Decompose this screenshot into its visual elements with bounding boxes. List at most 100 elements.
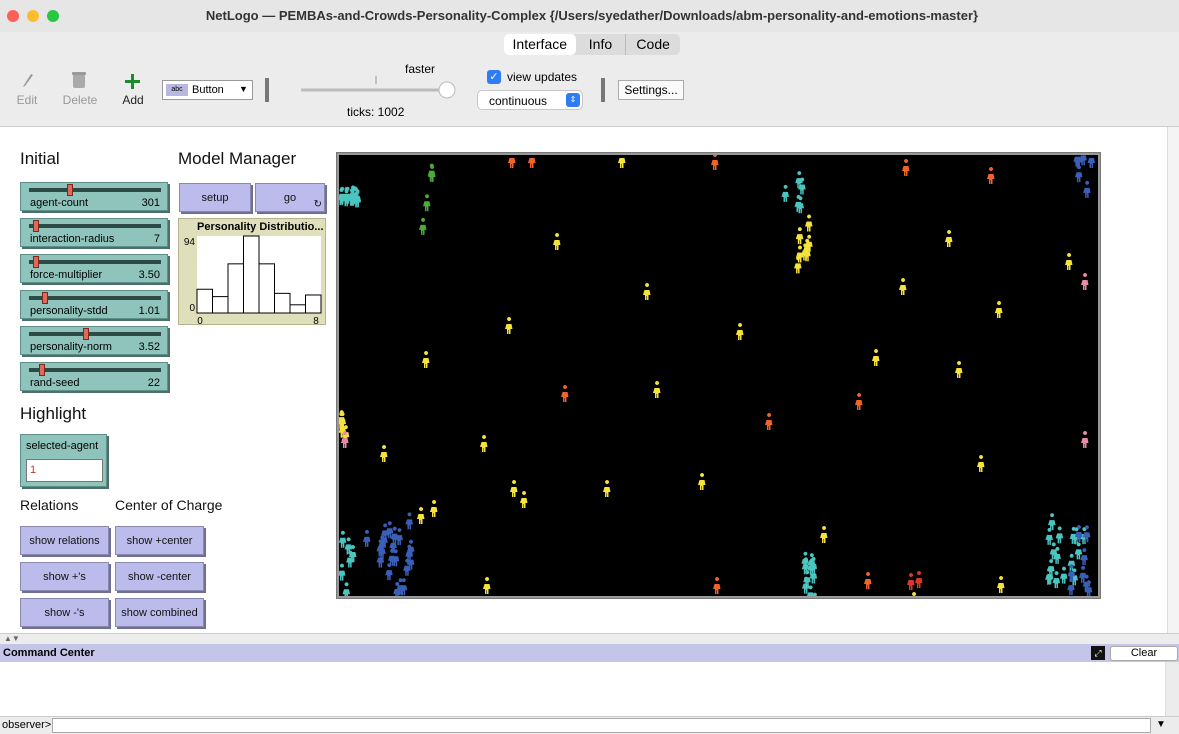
settings-button[interactable]: Settings... [618,80,684,100]
turtle [520,491,528,508]
turtle [348,545,357,563]
delete-icon [73,74,85,88]
tab[interactable]: Code [636,36,670,52]
turtle [803,570,811,588]
histogram: 94 00 8 [184,235,322,326]
turtle [380,445,388,462]
turtle [483,577,491,594]
slider-track [29,260,161,264]
edit-label[interactable]: Edit [16,93,38,107]
turtle [339,563,346,581]
turtle [955,361,963,378]
histogram-bar [227,263,244,314]
command-input[interactable] [52,718,1151,733]
turtle [801,243,809,261]
action-button[interactable]: show relations [20,526,109,555]
go-button[interactable]: go ↻ [255,183,325,212]
dropdown-stepper: ⇕ [566,93,580,107]
turtle [389,536,397,554]
add-label[interactable]: Add [122,93,144,107]
slider-track [29,368,161,372]
split-divider[interactable]: ▲▼ [0,633,1179,643]
turtle [995,301,1003,318]
setup-button[interactable]: setup [179,183,251,212]
turtle [907,573,915,590]
turtle [343,186,352,204]
turtle [422,194,431,212]
observer-prompt: observer> [2,719,52,731]
turtle [1067,578,1075,596]
update-mode: continuous [489,94,548,108]
clear-button[interactable]: Clear [1110,646,1178,661]
turtle [430,500,438,517]
speed-thumb[interactable] [438,81,456,99]
slider-thumb[interactable] [83,328,90,340]
turtle [1045,527,1053,545]
section-title: Initial [20,149,60,168]
tab[interactable]: Interface [504,34,576,55]
action-button[interactable]: show combined [115,598,204,627]
slider-thumb[interactable] [41,292,48,304]
turtle [405,512,413,530]
button-icon: abc [166,84,188,96]
turtle [872,349,880,366]
turtle [795,171,803,189]
turtle [417,507,425,524]
turtle [403,558,411,576]
turtle [899,278,907,295]
slider-name: personality-stdd [30,305,108,317]
separator [601,78,605,102]
turtle [1081,273,1089,290]
slider-thumb[interactable] [32,220,39,232]
slider-thumb[interactable] [32,256,39,268]
turtle [391,549,400,567]
turtle [341,431,349,448]
action-button[interactable]: show -'s [20,598,109,627]
close[interactable] [7,10,19,22]
tab[interactable]: Info [576,34,627,55]
delete-label[interactable]: Delete [62,93,98,107]
traffic-lights [7,10,59,22]
turtle [711,155,719,170]
scrollbar[interactable] [1167,127,1179,634]
slider-name: rand-seed [30,377,80,389]
turtle [795,227,804,245]
histogram-bar [289,304,306,314]
section-title: Model Manager [178,149,297,168]
slider-thumb[interactable] [39,364,46,376]
turtle [1080,548,1088,566]
action-button[interactable]: show +'s [20,562,109,591]
turtle [1079,155,1087,166]
action-button[interactable]: show -center [115,562,204,591]
minimize[interactable] [27,10,39,22]
slider: agent-count 301 [20,182,168,211]
update-mode-dropdown[interactable]: continuous ⇕ [477,90,583,110]
turtle [480,435,488,452]
turtle [1065,253,1073,270]
input-field[interactable]: 1 [26,459,103,482]
view-updates-checkbox[interactable]: ✓ [487,70,501,84]
expand-button[interactable]: ⤢ [1091,646,1105,660]
y-min-label: 0 [189,303,195,314]
turtle [348,185,357,203]
slider-thumb[interactable] [66,184,73,196]
turtle [765,413,773,430]
turtle [864,572,872,589]
command-input-bar: observer> ▼ [0,716,1179,734]
zoom[interactable] [47,10,59,22]
turtle [510,480,518,497]
turtle [643,283,651,300]
widget-type-dropdown[interactable]: abc Button ▼ [162,80,253,100]
go-label: go [283,191,297,204]
turtle [807,558,816,576]
input-mode-arrow[interactable]: ▼ [1156,719,1166,730]
slider-value: 3.52 [138,341,160,353]
slider-track [29,188,161,192]
speed-slider[interactable] [295,72,465,104]
turtle [1059,566,1068,584]
action-button[interactable]: show +center [115,526,204,555]
speed-label: faster [405,62,436,76]
turtle [812,592,817,596]
world-view [339,155,1098,596]
